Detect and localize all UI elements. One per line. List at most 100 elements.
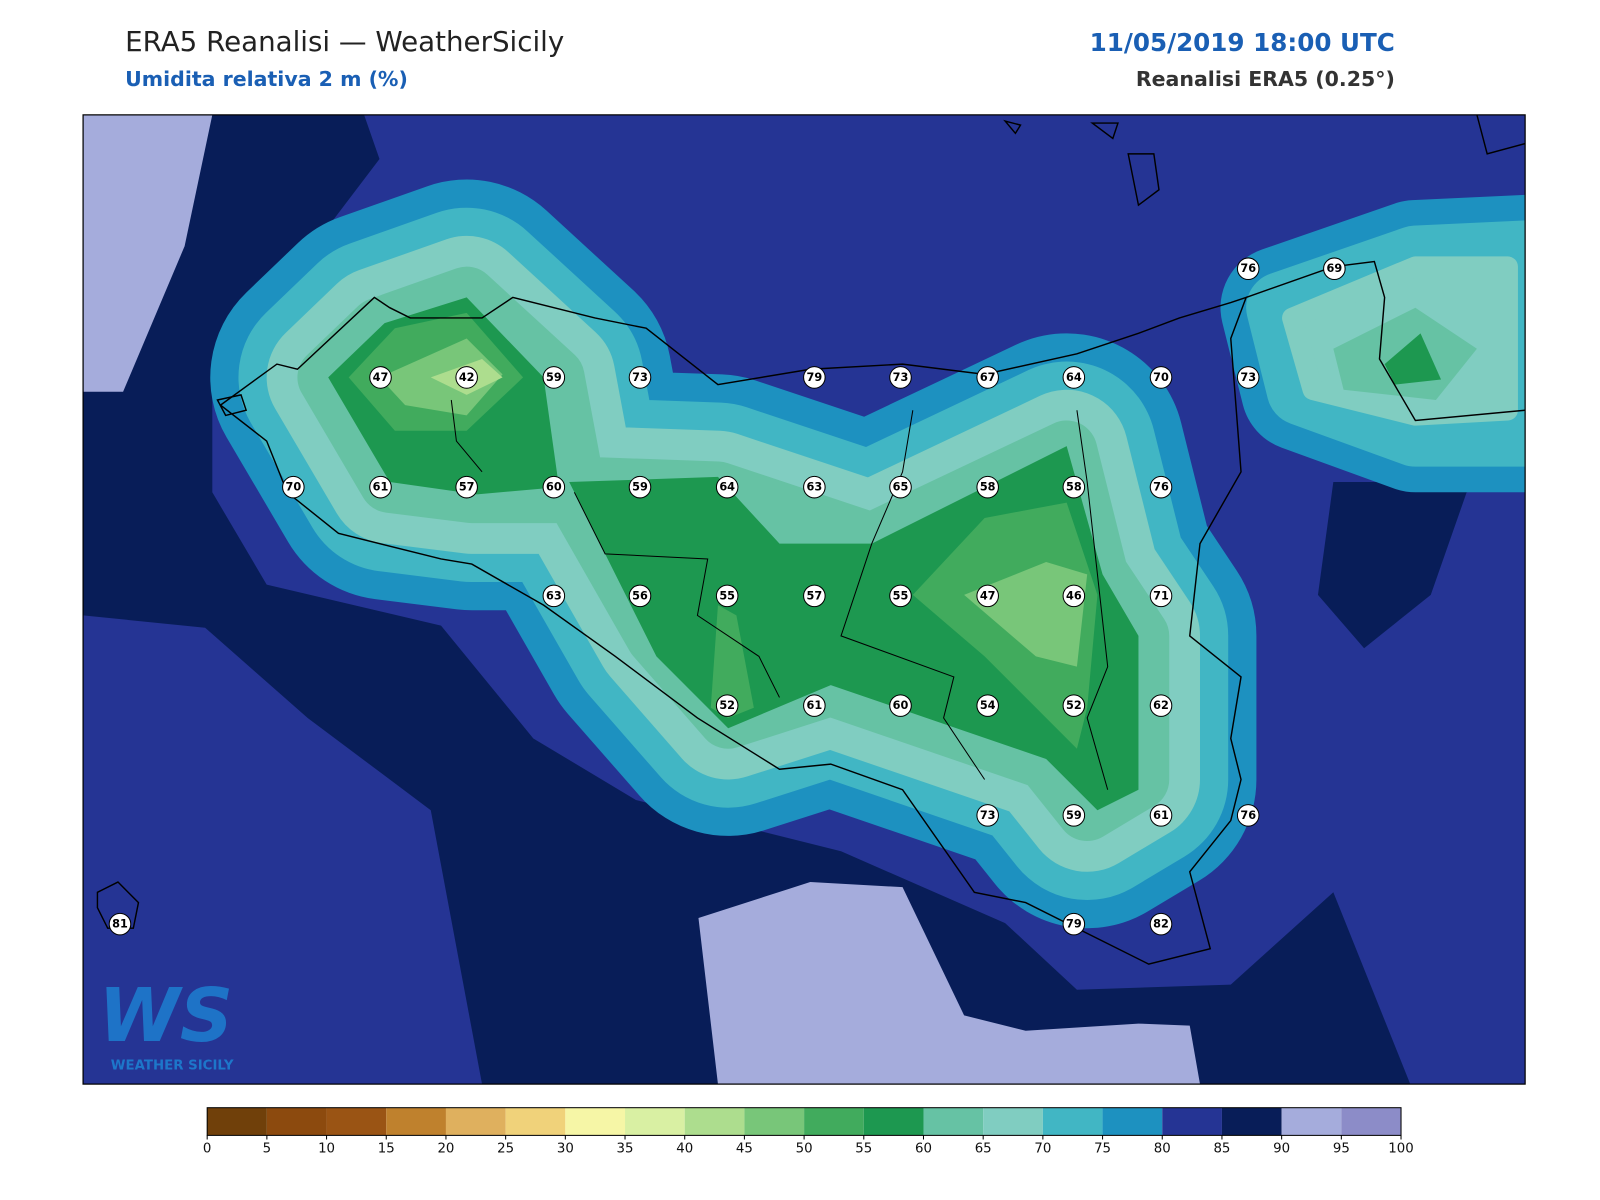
- colorbar-tick-label: 75: [1094, 1142, 1111, 1157]
- station-marker: [455, 475, 478, 499]
- station-marker: [1149, 475, 1173, 499]
- station: 79: [803, 366, 826, 389]
- station: 82: [1149, 912, 1173, 936]
- station: 54: [976, 694, 999, 717]
- station-marker: [542, 475, 566, 499]
- station-marker: [803, 694, 826, 717]
- station: 60: [889, 694, 912, 717]
- colorbar-tick-label: 80: [1154, 1142, 1171, 1157]
- station-marker: [1149, 912, 1173, 936]
- station-value: 58: [1066, 481, 1082, 494]
- station-marker: [628, 475, 652, 499]
- station-marker: [976, 475, 999, 499]
- station-value: 79: [1066, 918, 1082, 931]
- station-marker: [889, 475, 912, 499]
- colorbar-bin: [565, 1107, 626, 1136]
- title: ERA5 Reanalisi — WeatherSicily: [125, 25, 564, 58]
- colorbar-bin: [326, 1107, 387, 1136]
- province-border: [450, 399, 1109, 790]
- colorbar-tick-label: 10: [318, 1142, 335, 1157]
- station-value: 60: [893, 699, 909, 712]
- station-value: 42: [459, 371, 475, 384]
- station: 59: [1062, 804, 1086, 827]
- field-patch: [83, 114, 213, 392]
- station: 69: [1323, 257, 1346, 280]
- station: 76: [1149, 475, 1173, 499]
- station: 79: [1062, 912, 1086, 936]
- station: 73: [628, 366, 652, 389]
- station: 59: [542, 366, 566, 389]
- stations: 76 69 47 42 59 73 79 73 67 64 70 73 70 61 57 60 59 64 63 65…: [108, 257, 1346, 936]
- station: 64: [1062, 366, 1086, 389]
- band-55: [328, 297, 1139, 811]
- station-value: 69: [1327, 262, 1343, 275]
- colorbar-bin: [445, 1107, 506, 1136]
- station-marker: [889, 694, 912, 717]
- colorbar-bin: [863, 1107, 924, 1136]
- station: 55: [715, 584, 739, 608]
- station-value: 73: [1240, 371, 1256, 384]
- colorbar-bin: [684, 1107, 745, 1136]
- colorbar-tick-label: 60: [915, 1142, 932, 1157]
- station-value: 71: [1153, 589, 1169, 602]
- station-value: 59: [1066, 809, 1082, 822]
- colorbar-tick-label: 25: [497, 1142, 514, 1157]
- coastline: [219, 296, 1248, 965]
- station-value: 58: [980, 481, 996, 494]
- station-marker: [628, 366, 652, 389]
- station: 70: [1149, 366, 1173, 389]
- station-value: 56: [632, 589, 648, 602]
- station-value: 63: [546, 589, 562, 602]
- colorbar-bin: [1042, 1107, 1103, 1136]
- map-frame: [82, 114, 1526, 1085]
- colorbar-tick-label: 95: [1333, 1142, 1350, 1157]
- subtitle: Umidita relativa 2 m (%): [125, 67, 408, 91]
- station-value: 67: [980, 371, 996, 384]
- station: 52: [1062, 694, 1086, 717]
- station-marker: [628, 584, 652, 608]
- station-value: 65: [893, 481, 909, 494]
- colorbar-tick-label: 65: [975, 1142, 992, 1157]
- station-value: 59: [632, 481, 648, 494]
- field-patch: [83, 615, 483, 1085]
- colorbar-tick-label: 30: [557, 1142, 574, 1157]
- station-marker: [976, 366, 999, 389]
- station: 62: [1149, 694, 1173, 717]
- colorbar-bin: [625, 1107, 685, 1136]
- station-marker: [108, 912, 132, 936]
- station-value: 61: [807, 699, 823, 712]
- station: 61: [803, 694, 826, 717]
- station-marker: [282, 475, 305, 499]
- colorbar-tick-label: 100: [1388, 1142, 1413, 1157]
- station-marker: [369, 366, 392, 389]
- station-value: 64: [719, 481, 735, 494]
- station-value: 52: [719, 699, 735, 712]
- station-value: 54: [980, 699, 996, 712]
- colorbar: 0 5 10 15 20 25 30 35 40 45 50 55 60 65 70 75 80 85 90 95 10…: [203, 1107, 1414, 1157]
- colorbar-tick-label: 20: [437, 1142, 454, 1157]
- colorbar-bin: [983, 1107, 1043, 1136]
- colorbar-bin: [505, 1107, 566, 1136]
- station-value: 60: [546, 481, 562, 494]
- colorbar-bin: [1221, 1107, 1282, 1136]
- station: 65: [889, 475, 912, 499]
- colorbar-bin: [923, 1107, 984, 1136]
- station: 58: [1062, 475, 1086, 499]
- colorbar-tick-label: 0: [203, 1142, 211, 1157]
- station-marker: [889, 584, 912, 608]
- station-marker: [1236, 366, 1260, 389]
- colorbar-bin: [1281, 1107, 1342, 1136]
- colorbar-bin: [1102, 1107, 1163, 1136]
- station: 55: [889, 584, 912, 608]
- station-marker: [1062, 584, 1086, 608]
- colorbar-bin: [207, 1107, 267, 1136]
- logo-mark: WS: [98, 973, 233, 1059]
- station: 71: [1149, 584, 1173, 608]
- station-marker: [976, 804, 999, 827]
- station: 67: [976, 366, 999, 389]
- station-value: 64: [1066, 371, 1082, 384]
- station-value: 47: [373, 371, 389, 384]
- island-outline: [96, 119, 1160, 929]
- station-marker: [715, 694, 739, 717]
